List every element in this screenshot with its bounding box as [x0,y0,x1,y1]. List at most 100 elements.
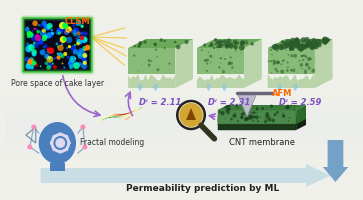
Polygon shape [131,113,136,114]
Circle shape [303,54,305,57]
Bar [6,99,363,101]
Polygon shape [114,114,118,116]
Polygon shape [175,39,193,88]
Circle shape [43,24,48,29]
Circle shape [305,62,309,66]
Bar [6,97,363,98]
Bar [217,110,296,124]
Polygon shape [106,114,111,116]
Circle shape [305,55,307,58]
Circle shape [138,71,139,72]
Circle shape [293,54,297,58]
Polygon shape [115,114,120,116]
Circle shape [287,42,294,48]
Bar [6,144,363,146]
Circle shape [302,68,303,69]
Circle shape [287,66,289,68]
Bar [6,122,363,123]
Circle shape [299,44,305,50]
Circle shape [322,37,329,43]
Bar [6,120,363,122]
Circle shape [311,43,314,45]
Circle shape [36,34,38,36]
Polygon shape [126,113,130,114]
Circle shape [235,50,236,52]
Circle shape [252,120,254,122]
Bar [6,119,363,120]
Ellipse shape [138,84,142,90]
Bar [6,154,363,155]
Polygon shape [117,115,121,116]
Circle shape [247,108,249,110]
Circle shape [294,109,295,110]
Circle shape [302,59,305,61]
Circle shape [281,63,282,65]
Circle shape [133,54,135,57]
Circle shape [242,111,246,115]
Circle shape [70,45,76,51]
Circle shape [266,112,269,115]
Circle shape [32,52,37,57]
Circle shape [35,35,41,41]
Circle shape [246,118,249,120]
Circle shape [143,40,147,44]
Circle shape [225,45,229,49]
Circle shape [231,66,234,69]
Circle shape [304,47,307,49]
Circle shape [234,44,237,48]
Circle shape [306,64,308,66]
Circle shape [44,24,51,31]
Ellipse shape [207,84,210,90]
Polygon shape [139,107,143,108]
Circle shape [271,72,272,73]
Circle shape [270,105,273,107]
Circle shape [214,38,217,42]
Bar [6,98,363,99]
Circle shape [257,120,259,122]
Polygon shape [98,120,102,121]
Circle shape [210,43,214,47]
Circle shape [69,56,76,63]
Circle shape [240,44,243,46]
Bar [6,148,363,149]
Polygon shape [127,114,131,116]
Bar [6,136,363,137]
Circle shape [301,55,302,57]
Circle shape [280,44,284,48]
Circle shape [293,42,295,44]
Circle shape [36,28,37,30]
Circle shape [80,49,83,53]
Polygon shape [117,114,121,116]
Circle shape [227,107,229,110]
Circle shape [311,69,315,73]
Polygon shape [124,114,129,115]
Circle shape [68,60,74,66]
Circle shape [44,54,49,59]
Circle shape [215,43,217,45]
Circle shape [311,40,318,46]
Polygon shape [128,74,175,88]
Bar [6,142,363,143]
Polygon shape [105,117,110,118]
Circle shape [221,41,224,43]
Bar [6,113,363,114]
Circle shape [325,37,330,43]
Circle shape [78,48,84,54]
Circle shape [299,49,302,52]
Circle shape [25,44,29,47]
Polygon shape [117,115,121,116]
Circle shape [25,57,30,62]
Circle shape [307,41,312,45]
Circle shape [217,41,221,45]
Polygon shape [110,116,114,117]
Circle shape [282,43,288,49]
Circle shape [82,46,87,51]
Circle shape [57,53,58,55]
Polygon shape [105,115,110,117]
Circle shape [216,46,219,48]
Circle shape [66,56,69,58]
Circle shape [80,43,82,45]
Circle shape [32,20,38,26]
Polygon shape [197,48,244,74]
Polygon shape [98,120,102,121]
